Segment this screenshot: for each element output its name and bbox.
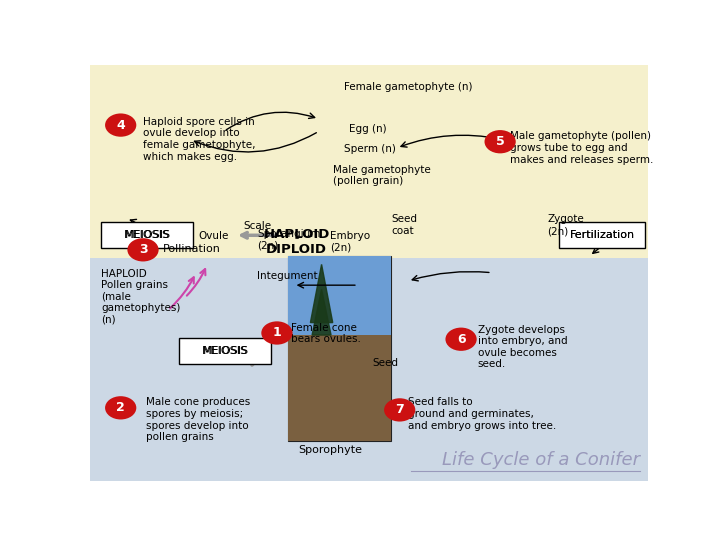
Text: 7: 7	[395, 403, 404, 416]
Text: 4: 4	[117, 119, 125, 132]
FancyBboxPatch shape	[559, 222, 645, 248]
Bar	[288, 256, 392, 335]
Text: Seed: Seed	[373, 358, 399, 368]
Text: Pollination: Pollination	[163, 245, 220, 254]
Text: MEIOSIS: MEIOSIS	[125, 230, 171, 240]
FancyBboxPatch shape	[179, 339, 271, 364]
Text: Zygote
(2n): Zygote (2n)	[547, 214, 585, 236]
Text: Haploid spore cells in
ovule develop into
female gametophyte,
which makes egg.: Haploid spore cells in ovule develop int…	[143, 117, 256, 161]
Text: Female gametophyte (n): Female gametophyte (n)	[344, 82, 472, 92]
Text: Seed
coat: Seed coat	[392, 214, 418, 236]
Bar	[90, 65, 648, 258]
Text: 3: 3	[139, 244, 148, 256]
Text: Scale: Scale	[243, 221, 271, 231]
Circle shape	[105, 113, 136, 137]
Text: MEIOSIS: MEIOSIS	[202, 346, 248, 356]
Circle shape	[127, 238, 158, 261]
Text: MEIOSIS: MEIOSIS	[124, 230, 170, 240]
Text: 5: 5	[496, 135, 505, 148]
Text: MEIOSIS: MEIOSIS	[202, 346, 248, 356]
Text: 6: 6	[456, 333, 465, 346]
Bar	[288, 256, 392, 441]
Circle shape	[446, 328, 477, 351]
FancyBboxPatch shape	[101, 222, 193, 248]
Text: Female cone
bears ovules.: Female cone bears ovules.	[291, 322, 361, 344]
Bar	[288, 335, 392, 441]
Text: Life Cycle of a Conifer: Life Cycle of a Conifer	[441, 451, 639, 469]
Text: Male gametophyte
(pollen grain): Male gametophyte (pollen grain)	[333, 165, 431, 186]
Text: 2: 2	[117, 401, 125, 414]
Text: Integument: Integument	[258, 271, 318, 281]
Bar	[90, 258, 648, 481]
Text: Fertilization: Fertilization	[570, 230, 635, 240]
Polygon shape	[312, 289, 331, 335]
Text: Ovule: Ovule	[199, 231, 229, 241]
Text: Fertilization: Fertilization	[570, 230, 634, 240]
Polygon shape	[310, 265, 333, 322]
Text: Seed falls to
ground and germinates,
and embryo grows into tree.: Seed falls to ground and germinates, and…	[408, 397, 557, 430]
Text: Egg (n): Egg (n)	[349, 124, 387, 134]
Text: HAPLOID
Pollen grains
(male
gametophytes)
(n): HAPLOID Pollen grains (male gametophytes…	[101, 268, 181, 325]
Circle shape	[384, 399, 415, 422]
Text: HAPLOID
DIPLOID: HAPLOID DIPLOID	[264, 228, 330, 256]
Text: Male cone produces
spores by meiosis;
spores develop into
pollen grains: Male cone produces spores by meiosis; sp…	[145, 397, 250, 442]
Text: Embryo
(2n): Embryo (2n)	[330, 231, 370, 253]
Text: Sporophyte: Sporophyte	[298, 446, 362, 455]
Circle shape	[261, 321, 292, 345]
Circle shape	[105, 396, 136, 420]
Text: Sperm (n): Sperm (n)	[344, 144, 396, 154]
Circle shape	[485, 130, 516, 153]
Text: Male gametophyte (pollen)
grows tube to egg and
makes and releases sperm.: Male gametophyte (pollen) grows tube to …	[510, 131, 654, 165]
Text: Sporangium
(2n): Sporangium (2n)	[258, 229, 321, 251]
Text: 1: 1	[273, 327, 282, 340]
Text: Zygote develops
into embryo, and
ovule becomes
seed.: Zygote develops into embryo, and ovule b…	[478, 325, 567, 369]
